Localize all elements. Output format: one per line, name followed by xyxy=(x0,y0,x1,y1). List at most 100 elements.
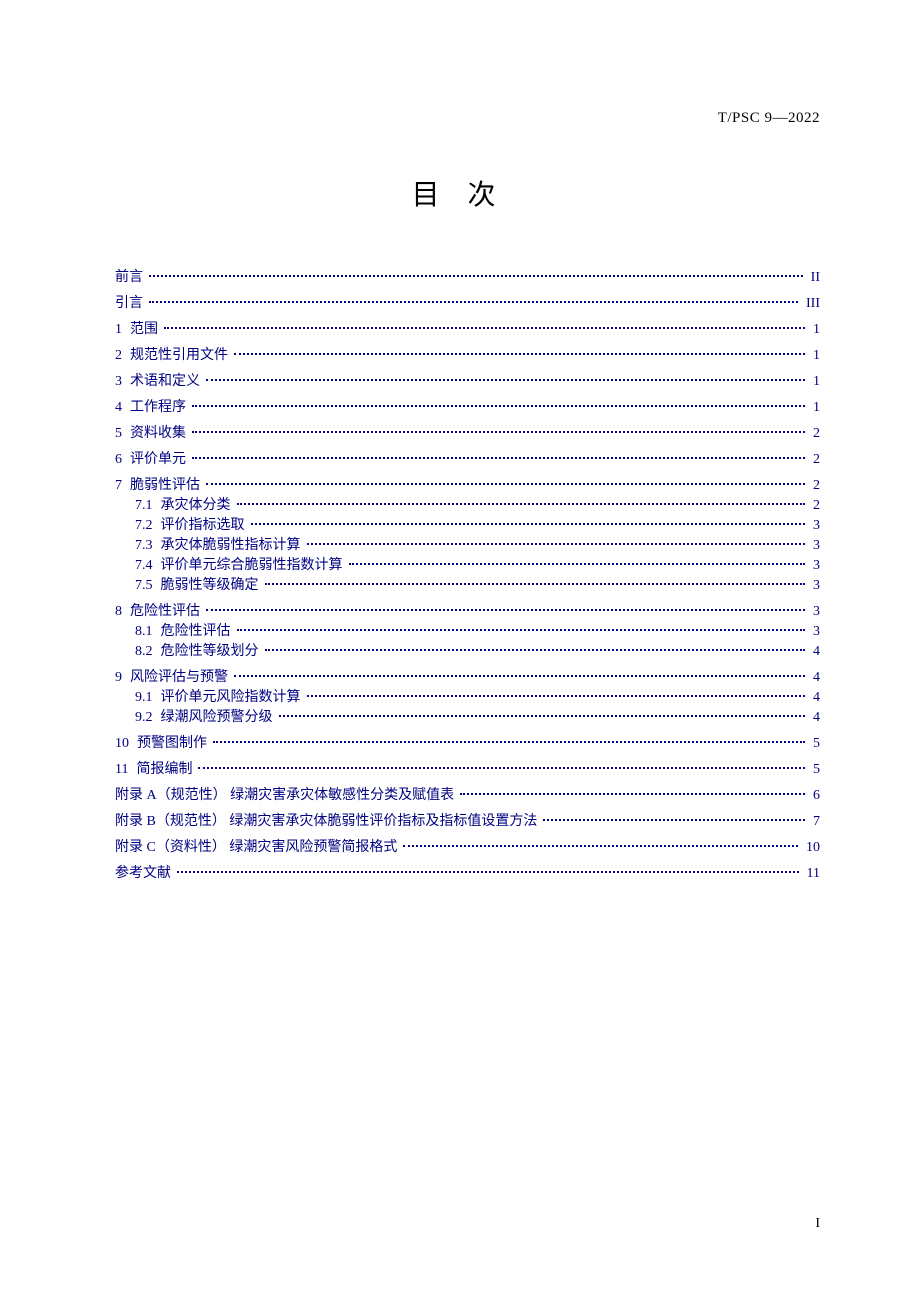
toc-num: 8.2 xyxy=(135,645,153,659)
toc-page: 4 xyxy=(811,645,820,659)
toc-label: 附录 C（资料性） 绿潮灾害风险预警简报格式 xyxy=(115,841,397,855)
toc-leader xyxy=(198,767,805,769)
toc-label: 术语和定义 xyxy=(130,375,200,389)
toc-page: 3 xyxy=(811,539,820,553)
toc-leader xyxy=(307,695,806,697)
toc-num: 7.3 xyxy=(135,539,153,553)
toc-page: 4 xyxy=(811,691,820,705)
toc-row: 3术语和定义1 xyxy=(115,375,820,389)
toc-label: 承灾体分类 xyxy=(161,499,231,513)
toc-leader xyxy=(543,819,805,821)
toc-leader xyxy=(279,715,806,717)
toc-label: 前言 xyxy=(115,271,143,285)
toc-label: 危险性评估 xyxy=(161,625,231,639)
toc-num: 7 xyxy=(115,479,122,493)
toc-label: 风险评估与预警 xyxy=(130,671,228,685)
toc-page: 1 xyxy=(811,401,820,415)
toc-label: 脆弱性评估 xyxy=(130,479,200,493)
toc-page: 4 xyxy=(811,671,820,685)
toc-leader xyxy=(234,675,805,677)
toc-leader xyxy=(251,523,806,525)
toc-row: 8.2 危险性等级划分 4 xyxy=(115,645,820,659)
page-number-footer: I xyxy=(815,1216,820,1232)
toc-num: 11 xyxy=(115,763,128,777)
toc-leader xyxy=(206,483,805,485)
toc-row: 6 评价单元 2 xyxy=(115,453,820,467)
toc-leader xyxy=(234,353,805,355)
toc-label: 承灾体脆弱性指标计算 xyxy=(161,539,301,553)
toc-page: 6 xyxy=(811,789,820,803)
toc-label: 资料收集 xyxy=(130,427,186,441)
toc-row: 7脆弱性评估2 xyxy=(115,479,820,493)
toc-label: 范围 xyxy=(130,323,158,337)
toc-page: 4 xyxy=(811,711,820,725)
toc-row: 参考文献 11 xyxy=(115,867,820,881)
toc-label: 评价单元综合脆弱性指数计算 xyxy=(161,559,343,573)
toc-num: 7.5 xyxy=(135,579,153,593)
toc-leader xyxy=(265,583,806,585)
toc-leader xyxy=(177,871,799,873)
toc-num: 8 xyxy=(115,605,122,619)
toc-row: 附录 C（资料性） 绿潮灾害风险预警简报格式 10 xyxy=(115,841,820,855)
toc-page: 11 xyxy=(805,867,820,881)
toc-page: 3 xyxy=(811,605,820,619)
toc-page: 2 xyxy=(811,499,820,513)
toc-row: 7.2评价指标选取3 xyxy=(115,519,820,533)
toc-label: 工作程序 xyxy=(130,401,186,415)
toc-row: 7.4 评价单元综合脆弱性指数计算 3 xyxy=(115,559,820,573)
toc-row: 1范围1 xyxy=(115,323,820,337)
toc-row: 11简报编制5 xyxy=(115,763,820,777)
toc-row: 5 资料收集 2 xyxy=(115,427,820,441)
toc-row: 4工作程序1 xyxy=(115,401,820,415)
toc-num: 7.1 xyxy=(135,499,153,513)
toc-page: III xyxy=(804,297,820,311)
toc-label: 脆弱性等级确定 xyxy=(161,579,259,593)
toc-leader xyxy=(164,327,805,329)
table-of-contents: 前言II引言III1范围12规范性引用文件13术语和定义14工作程序15资料收集… xyxy=(115,271,820,881)
toc-leader xyxy=(237,629,806,631)
toc-page: II xyxy=(809,271,820,285)
toc-num: 9.2 xyxy=(135,711,153,725)
toc-row: 2规范性引用文件1 xyxy=(115,349,820,363)
toc-page: 2 xyxy=(811,427,820,441)
toc-label: 附录 A（规范性） 绿潮灾害承灾体敏感性分类及赋值表 xyxy=(115,789,454,803)
toc-leader xyxy=(460,793,805,795)
toc-page: 3 xyxy=(811,559,820,573)
toc-page: 2 xyxy=(811,453,820,467)
toc-num: 5 xyxy=(115,427,122,441)
toc-row: 引言 III xyxy=(115,297,820,311)
toc-label: 规范性引用文件 xyxy=(130,349,228,363)
toc-row: 7.3 承灾体脆弱性指标计算 3 xyxy=(115,539,820,553)
toc-num: 3 xyxy=(115,375,122,389)
toc-num: 1 xyxy=(115,323,122,337)
toc-leader xyxy=(149,275,803,277)
toc-page: 3 xyxy=(811,579,820,593)
toc-num: 7.4 xyxy=(135,559,153,573)
toc-page: 1 xyxy=(811,349,820,363)
toc-page: 3 xyxy=(811,625,820,639)
toc-page: 5 xyxy=(811,737,820,751)
doc-title: 目次 xyxy=(115,173,820,213)
toc-num: 7.2 xyxy=(135,519,153,533)
toc-row: 9.2 绿潮风险预警分级 4 xyxy=(115,711,820,725)
toc-label: 引言 xyxy=(115,297,143,311)
toc-label: 评价单元风险指数计算 xyxy=(161,691,301,705)
toc-row: 8.1 危险性评估 3 xyxy=(115,625,820,639)
toc-row: 7.1 承灾体分类 2 xyxy=(115,499,820,513)
toc-label: 评价单元 xyxy=(130,453,186,467)
toc-page: 7 xyxy=(811,815,820,829)
toc-label: 参考文献 xyxy=(115,867,171,881)
toc-label: 绿潮风险预警分级 xyxy=(161,711,273,725)
toc-label: 危险性等级划分 xyxy=(161,645,259,659)
toc-page: 5 xyxy=(811,763,820,777)
toc-row: 9风险评估与预警4 xyxy=(115,671,820,685)
toc-leader xyxy=(307,543,806,545)
toc-leader xyxy=(192,457,805,459)
toc-num: 6 xyxy=(115,453,122,467)
toc-page: 3 xyxy=(811,519,820,533)
toc-label: 附录 B（规范性） 绿潮灾害承灾体脆弱性评价指标及指标值设置方法 xyxy=(115,815,537,829)
toc-page: 10 xyxy=(804,841,820,855)
toc-num: 8.1 xyxy=(135,625,153,639)
toc-num: 9.1 xyxy=(135,691,153,705)
toc-leader xyxy=(213,741,805,743)
